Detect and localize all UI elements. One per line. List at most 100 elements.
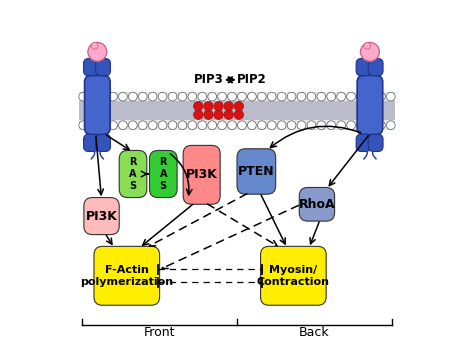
Circle shape bbox=[366, 92, 375, 101]
Circle shape bbox=[257, 121, 266, 130]
Circle shape bbox=[109, 92, 118, 101]
Text: Myosin/
Contraction: Myosin/ Contraction bbox=[257, 265, 330, 287]
Circle shape bbox=[79, 92, 88, 101]
Circle shape bbox=[208, 121, 217, 130]
Circle shape bbox=[361, 42, 379, 61]
Circle shape bbox=[376, 121, 385, 130]
FancyBboxPatch shape bbox=[356, 134, 371, 151]
Bar bbox=[79, 101, 395, 120]
Circle shape bbox=[297, 92, 306, 101]
Circle shape bbox=[188, 92, 197, 101]
Circle shape bbox=[277, 121, 286, 130]
Circle shape bbox=[356, 92, 365, 101]
Circle shape bbox=[118, 92, 128, 101]
FancyBboxPatch shape bbox=[368, 59, 383, 76]
Circle shape bbox=[337, 121, 346, 130]
Circle shape bbox=[257, 92, 266, 101]
Circle shape bbox=[88, 42, 107, 61]
Circle shape bbox=[307, 92, 316, 101]
Text: F-Actin
polymerization: F-Actin polymerization bbox=[80, 265, 173, 287]
Circle shape bbox=[208, 92, 217, 101]
Circle shape bbox=[247, 121, 256, 130]
Circle shape bbox=[267, 92, 276, 101]
Circle shape bbox=[99, 92, 108, 101]
Circle shape bbox=[128, 121, 137, 130]
Circle shape bbox=[327, 92, 336, 101]
Bar bbox=[79, 91, 395, 130]
Circle shape bbox=[346, 92, 356, 101]
FancyBboxPatch shape bbox=[83, 59, 98, 76]
Circle shape bbox=[366, 121, 375, 130]
Circle shape bbox=[128, 92, 137, 101]
Circle shape bbox=[228, 121, 237, 130]
Text: PI3K: PI3K bbox=[186, 168, 218, 181]
Text: Back: Back bbox=[299, 326, 330, 339]
Circle shape bbox=[178, 121, 187, 130]
Circle shape bbox=[148, 92, 157, 101]
Circle shape bbox=[317, 121, 326, 130]
FancyBboxPatch shape bbox=[183, 145, 220, 204]
Circle shape bbox=[168, 92, 177, 101]
FancyBboxPatch shape bbox=[96, 134, 110, 151]
Circle shape bbox=[178, 92, 187, 101]
Text: PI3K: PI3K bbox=[86, 210, 118, 223]
Circle shape bbox=[386, 121, 395, 130]
Circle shape bbox=[237, 92, 246, 101]
FancyBboxPatch shape bbox=[96, 59, 110, 76]
Circle shape bbox=[327, 121, 336, 130]
Circle shape bbox=[138, 92, 147, 101]
Circle shape bbox=[158, 92, 167, 101]
Circle shape bbox=[356, 121, 365, 130]
Circle shape bbox=[198, 121, 207, 130]
Circle shape bbox=[148, 121, 157, 130]
FancyBboxPatch shape bbox=[94, 246, 160, 305]
Circle shape bbox=[234, 102, 244, 111]
Circle shape bbox=[89, 92, 98, 101]
Circle shape bbox=[138, 121, 147, 130]
Circle shape bbox=[218, 92, 227, 101]
FancyBboxPatch shape bbox=[119, 150, 147, 197]
Text: PIP2: PIP2 bbox=[237, 73, 267, 86]
Circle shape bbox=[346, 121, 356, 130]
FancyBboxPatch shape bbox=[261, 246, 326, 305]
FancyBboxPatch shape bbox=[299, 188, 335, 221]
FancyBboxPatch shape bbox=[356, 59, 371, 76]
Circle shape bbox=[247, 92, 256, 101]
Text: PTEN: PTEN bbox=[238, 165, 274, 178]
Circle shape bbox=[277, 92, 286, 101]
Circle shape bbox=[287, 92, 296, 101]
FancyBboxPatch shape bbox=[84, 197, 119, 235]
Text: Front: Front bbox=[144, 326, 175, 339]
Circle shape bbox=[237, 121, 246, 130]
Circle shape bbox=[99, 121, 108, 130]
FancyBboxPatch shape bbox=[149, 150, 177, 197]
FancyBboxPatch shape bbox=[84, 75, 110, 135]
Circle shape bbox=[214, 102, 223, 111]
Circle shape bbox=[218, 121, 227, 130]
Circle shape bbox=[234, 110, 244, 119]
FancyBboxPatch shape bbox=[83, 134, 98, 151]
Circle shape bbox=[337, 92, 346, 101]
Circle shape bbox=[89, 121, 98, 130]
Text: RhoA: RhoA bbox=[299, 198, 335, 211]
Circle shape bbox=[204, 102, 213, 111]
Circle shape bbox=[228, 92, 237, 101]
Circle shape bbox=[287, 121, 296, 130]
Circle shape bbox=[109, 121, 118, 130]
Circle shape bbox=[386, 92, 395, 101]
Circle shape bbox=[118, 121, 128, 130]
Circle shape bbox=[297, 121, 306, 130]
Circle shape bbox=[188, 121, 197, 130]
Circle shape bbox=[193, 102, 203, 111]
Text: R
A
S: R A S bbox=[129, 157, 137, 191]
Circle shape bbox=[364, 42, 371, 49]
Circle shape bbox=[193, 110, 203, 119]
Circle shape bbox=[224, 110, 233, 119]
Text: R
A
S: R A S bbox=[160, 157, 167, 191]
Circle shape bbox=[158, 121, 167, 130]
Circle shape bbox=[91, 42, 98, 49]
Circle shape bbox=[224, 102, 233, 111]
Circle shape bbox=[376, 92, 385, 101]
Circle shape bbox=[214, 110, 223, 119]
Circle shape bbox=[198, 92, 207, 101]
